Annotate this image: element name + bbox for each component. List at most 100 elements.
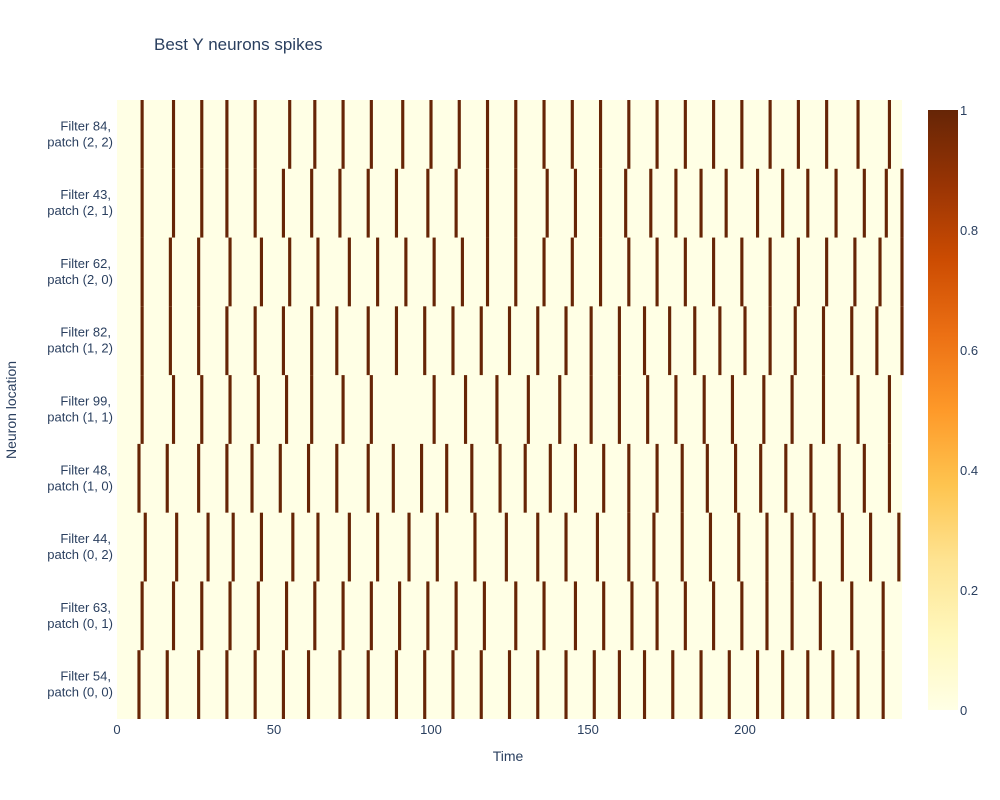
spike-mark bbox=[338, 650, 342, 719]
spike-mark bbox=[740, 237, 744, 307]
spike-mark bbox=[281, 306, 285, 376]
spike-mark bbox=[366, 306, 370, 376]
spike-mark bbox=[140, 237, 144, 307]
spike-mark bbox=[642, 306, 647, 376]
spike-mark bbox=[253, 100, 257, 169]
spike-mark bbox=[887, 100, 892, 169]
spike-mark bbox=[420, 443, 424, 513]
spike-mark bbox=[369, 581, 373, 651]
spike-mark bbox=[137, 443, 141, 513]
spike-mark bbox=[727, 650, 731, 719]
spike-mark bbox=[335, 306, 339, 376]
spike-mark bbox=[310, 306, 314, 376]
spike-mark bbox=[900, 168, 904, 238]
y-tick-label-line2: patch (2, 0) bbox=[47, 272, 113, 287]
y-tick-label-line1: Filter 62, bbox=[60, 256, 111, 271]
spike-mark bbox=[699, 168, 703, 238]
y-tick-label-line1: Filter 99, bbox=[60, 394, 111, 409]
spike-mark bbox=[206, 512, 210, 582]
spike-mark bbox=[175, 512, 179, 582]
spike-mark bbox=[171, 100, 176, 169]
spike-mark bbox=[671, 650, 675, 719]
spike-mark bbox=[284, 375, 289, 444]
spike-mark bbox=[781, 168, 785, 238]
spike-mark bbox=[573, 581, 578, 651]
spike-mark bbox=[790, 375, 794, 444]
spike-mark bbox=[724, 168, 728, 238]
spike-mark bbox=[250, 443, 254, 513]
spike-mark bbox=[545, 168, 549, 238]
spike-mark bbox=[573, 168, 578, 238]
spike-mark bbox=[457, 100, 461, 169]
spike-mark bbox=[523, 443, 527, 513]
spike-mark bbox=[369, 375, 373, 444]
spike-mark bbox=[655, 100, 659, 169]
spike-mark bbox=[592, 650, 596, 719]
spike-mark bbox=[821, 375, 826, 444]
spike-mark bbox=[165, 650, 169, 719]
spike-mark bbox=[837, 443, 841, 513]
spike-mark bbox=[680, 443, 684, 513]
spike-mark bbox=[768, 100, 772, 169]
spike-mark bbox=[259, 512, 264, 582]
spike-mark bbox=[171, 375, 176, 444]
spike-mark bbox=[197, 306, 201, 376]
y-tick-label-line2: patch (2, 1) bbox=[47, 203, 113, 218]
spike-mark bbox=[862, 168, 866, 238]
spike-mark bbox=[316, 512, 320, 582]
spike-mark bbox=[869, 512, 873, 582]
y-tick-label-line1: Filter 54, bbox=[60, 669, 111, 684]
spike-mark bbox=[423, 306, 427, 376]
spike-mark bbox=[225, 650, 229, 719]
spike-mark bbox=[306, 443, 311, 513]
spike-mark bbox=[347, 512, 351, 582]
spike-mark bbox=[391, 443, 395, 513]
spike-mark bbox=[683, 100, 687, 169]
spike-mark bbox=[338, 168, 342, 238]
colorbar-tick-label: 0.4 bbox=[960, 463, 978, 478]
spike-mark bbox=[598, 168, 603, 238]
spike-mark bbox=[140, 375, 144, 444]
spike-mark bbox=[407, 512, 411, 582]
y-axis-labels: Filter 54,patch (0, 0)Filter 63,patch (0… bbox=[47, 118, 113, 699]
spike-mark bbox=[256, 581, 260, 651]
spike-mark bbox=[423, 650, 427, 719]
spike-mark bbox=[485, 237, 490, 307]
spike-mark bbox=[432, 375, 436, 444]
spike-mark bbox=[589, 375, 593, 444]
spike-mark bbox=[674, 375, 678, 444]
spike-mark bbox=[335, 443, 339, 513]
spike-mark bbox=[809, 443, 813, 513]
spike-mark bbox=[573, 443, 578, 513]
y-tick-label-line2: patch (0, 0) bbox=[47, 685, 113, 700]
plot-area bbox=[117, 100, 904, 719]
spike-mark bbox=[225, 100, 229, 169]
y-tick-label-line1: Filter 84, bbox=[60, 118, 111, 133]
spike-mark bbox=[806, 168, 810, 238]
spike-mark bbox=[712, 100, 716, 169]
spike-mark bbox=[862, 443, 866, 513]
x-axis-title: Time bbox=[493, 748, 524, 764]
spike-mark bbox=[482, 581, 486, 651]
spike-mark bbox=[708, 512, 713, 582]
spike-mark bbox=[642, 650, 647, 719]
heatmap-background bbox=[117, 100, 902, 719]
spike-mark bbox=[821, 306, 826, 376]
spike-mark bbox=[432, 237, 436, 307]
colorbar-tick-label: 1 bbox=[960, 103, 967, 118]
x-tick-label: 150 bbox=[577, 722, 599, 737]
spike-mark bbox=[316, 237, 320, 307]
y-tick-label-line1: Filter 44, bbox=[60, 531, 111, 546]
spike-mark bbox=[630, 581, 634, 651]
spike-mark bbox=[781, 650, 785, 719]
spike-mark bbox=[762, 375, 766, 444]
y-tick-label-line1: Filter 48, bbox=[60, 462, 111, 477]
y-tick-label-line2: patch (0, 1) bbox=[47, 616, 113, 631]
spike-mark bbox=[624, 168, 628, 238]
spike-mark bbox=[228, 237, 232, 307]
spike-mark bbox=[140, 306, 144, 376]
spike-mark bbox=[536, 512, 540, 582]
spike-mark bbox=[281, 168, 285, 238]
spike-mark bbox=[699, 650, 703, 719]
